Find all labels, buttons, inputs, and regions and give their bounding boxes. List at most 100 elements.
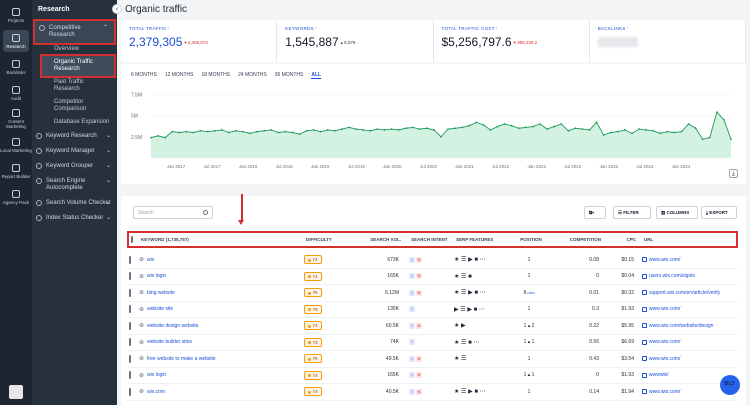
- keyword-link[interactable]: wix login: [147, 273, 167, 280]
- sidebar-item[interactable]: Competitive Research ⌃: [33, 19, 116, 45]
- rail-item-audit[interactable]: Audit: [0, 82, 32, 104]
- expand-icon[interactable]: ⊕: [139, 257, 145, 264]
- expand-icon[interactable]: ⊕: [139, 356, 145, 363]
- row-checkbox[interactable]: [129, 354, 131, 363]
- url-cell[interactable]: www.wix.com/: [634, 339, 734, 345]
- url-cell[interactable]: www.wix.com/: [634, 356, 734, 362]
- url-link[interactable]: users.wix.com/signin: [649, 273, 696, 280]
- sidebar-subitem[interactable]: Database Expansion: [32, 116, 117, 129]
- row-checkbox[interactable]: [129, 305, 131, 314]
- sidebar-item[interactable]: Search Engine Autocomplete ⌄: [32, 174, 117, 196]
- sidebar-item[interactable]: Keyword Grouper ⌄: [32, 159, 117, 174]
- row-checkbox[interactable]: [129, 321, 131, 330]
- url-link[interactable]: wwwwix/: [649, 372, 669, 379]
- column-header[interactable]: KEYWORD (1,735,757): [141, 237, 189, 242]
- expand-icon[interactable]: ⊕: [139, 290, 145, 297]
- difficulty-cell: 74: [304, 387, 359, 397]
- column-header[interactable]: SERP FEATURES: [456, 237, 494, 242]
- chart-tab[interactable]: ALL: [311, 72, 322, 79]
- rail-item-report-builder[interactable]: Report Builder: [0, 160, 32, 182]
- data-point: [517, 127, 520, 130]
- column-header[interactable]: POSITION: [520, 237, 542, 242]
- column-header[interactable]: DIFFICULTY: [306, 237, 332, 242]
- keyword-link[interactable]: website design website: [147, 322, 199, 329]
- columns-button[interactable]: ▥ COLUMNS: [656, 206, 698, 219]
- url-link[interactable]: www.wix.com/: [649, 306, 681, 313]
- url-cell[interactable]: www.wix.com/: [634, 306, 734, 312]
- sidebar-item[interactable]: Index Status Checker ⌄: [32, 211, 117, 226]
- sidebar-subitem[interactable]: Organic Traffic Research: [40, 54, 116, 78]
- column-header[interactable]: SEARCH INTENT: [411, 237, 448, 242]
- chart-tab[interactable]: 12 MONTHS: [164, 72, 194, 78]
- rail-label: Audit: [10, 95, 22, 101]
- url-link[interactable]: www.wix.com/: [649, 355, 681, 362]
- difficulty-badge: 74: [304, 321, 322, 331]
- row-checkbox[interactable]: [129, 255, 131, 264]
- expand-icon[interactable]: ⊕: [139, 372, 145, 379]
- difficulty-badge: 74: [304, 271, 322, 281]
- row-checkbox[interactable]: [129, 272, 131, 281]
- url-cell[interactable]: users.wix.com/signin: [634, 273, 734, 279]
- sidebar-subitem[interactable]: Overview: [32, 43, 117, 56]
- row-checkbox[interactable]: [129, 371, 131, 380]
- sidebar-item[interactable]: Keyword Research ⌄: [32, 129, 117, 144]
- filter-button[interactable]: ☰ FILTER: [613, 206, 651, 219]
- difficulty-cell: 73: [304, 337, 359, 347]
- search-input[interactable]: Search: [133, 206, 213, 219]
- url-link[interactable]: www.wix.com/website/design: [649, 322, 714, 329]
- column-header[interactable]: CPC: [626, 237, 636, 242]
- sidebar-item[interactable]: Search Volume Checker ⌄: [32, 196, 117, 211]
- keyword-link[interactable]: wix: [147, 256, 155, 263]
- sidebar-item[interactable]: Keyword Manager ⌄: [32, 144, 117, 159]
- url-link[interactable]: www.wix.com/: [649, 388, 681, 395]
- url-cell[interactable]: www.wix.com/: [634, 389, 734, 395]
- download-icon[interactable]: ⤓: [729, 169, 738, 178]
- url-cell[interactable]: www.wix.com/: [634, 257, 734, 263]
- row-checkbox[interactable]: [129, 387, 131, 396]
- chart-tab[interactable]: 18 MONTHS: [201, 72, 231, 78]
- chart-tab[interactable]: 36 MONTHS: [274, 72, 304, 78]
- rail-item-content-marketing[interactable]: Content Marketing: [0, 108, 32, 130]
- expand-icon[interactable]: ⊕: [139, 323, 145, 330]
- row-checkbox-cell: [127, 354, 139, 363]
- expand-icon[interactable]: ⊕: [139, 306, 145, 313]
- sidebar-item-icon: [36, 148, 42, 154]
- url-cell[interactable]: support.wix.com/en/article/verify: [634, 290, 734, 296]
- keyword-link[interactable]: free website to make a website: [147, 355, 216, 362]
- expand-icon[interactable]: ⊕: [139, 273, 145, 280]
- column-header[interactable]: COMPETITION: [569, 237, 601, 242]
- url-link[interactable]: support.wix.com/en/article/verify: [649, 289, 721, 296]
- url-cell[interactable]: www.wix.com/website/design: [634, 323, 734, 329]
- expand-icon[interactable]: ⊕: [139, 389, 145, 396]
- rail-item-backlinks[interactable]: Backlinks: [0, 56, 32, 78]
- rail-item-projects[interactable]: Projects: [0, 4, 32, 26]
- column-header[interactable]: SEARCH VOL.: [370, 237, 401, 242]
- collapse-sidebar-icon[interactable]: ‹: [112, 4, 122, 14]
- url-link[interactable]: www.wix.com/: [649, 256, 681, 263]
- select-all-checkbox[interactable]: [131, 236, 133, 243]
- keyword-link[interactable]: website site: [147, 306, 174, 313]
- position-cell: 1 ▴ 1: [509, 372, 549, 378]
- url-link[interactable]: www.wix.com/: [649, 339, 681, 346]
- chart-tab[interactable]: 6 MONTHS: [131, 72, 157, 78]
- keyword-link[interactable]: wix login: [147, 372, 167, 379]
- expand-icon[interactable]: ⊕: [139, 339, 145, 346]
- rail-item-agency-pack[interactable]: Agency Pack: [0, 186, 32, 208]
- user-avatar[interactable]: [9, 385, 23, 399]
- keyword-link[interactable]: bing website: [147, 289, 175, 296]
- url-cell[interactable]: wwwwix/: [634, 372, 734, 378]
- sidebar-subitem[interactable]: Paid Traffic Research: [32, 76, 117, 96]
- position-value: 1: [527, 355, 531, 362]
- row-checkbox[interactable]: [129, 288, 131, 297]
- export-button[interactable]: ⤓ EXPORT: [701, 206, 737, 219]
- rail-item-local-marketing[interactable]: Local Marketing: [0, 134, 32, 156]
- row-checkbox[interactable]: [129, 338, 131, 347]
- copy-button[interactable]: ⧉▾: [584, 206, 606, 219]
- keyword-link[interactable]: website builder sites: [147, 339, 193, 346]
- sidebar-subitem[interactable]: Competitor Comparison: [32, 96, 117, 116]
- chat-button[interactable]: [720, 375, 740, 395]
- keyword-link[interactable]: wix.com: [147, 388, 166, 395]
- rail-item-research[interactable]: Research: [3, 30, 29, 52]
- column-header[interactable]: URL: [644, 237, 654, 242]
- chart-tab[interactable]: 24 MONTHS: [238, 72, 267, 78]
